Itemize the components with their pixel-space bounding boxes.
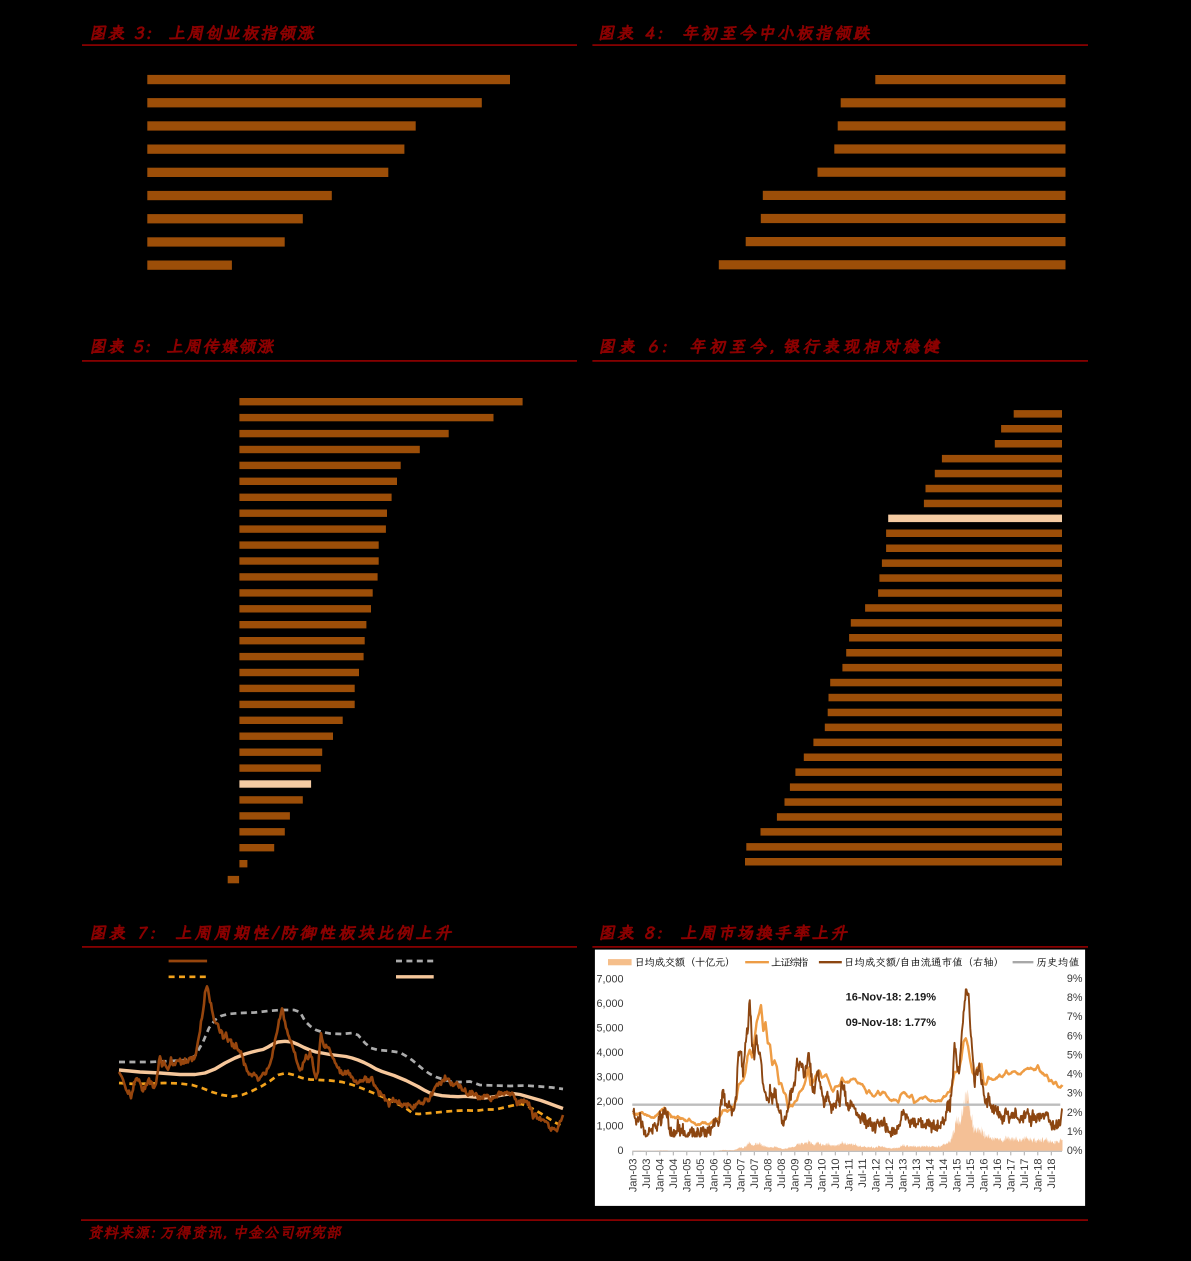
svg-text:Jan-04: Jan-04 bbox=[655, 1159, 667, 1193]
svg-text:3%: 3% bbox=[1067, 1088, 1083, 1100]
svg-text:Jul-12: Jul-12 bbox=[884, 1159, 896, 1189]
svg-text:Jul-08: Jul-08 bbox=[776, 1159, 788, 1189]
svg-text:Jan-09: Jan-09 bbox=[790, 1159, 802, 1193]
svg-text:7%: 7% bbox=[1067, 1011, 1083, 1023]
svg-text:Jan-08: Jan-08 bbox=[763, 1159, 775, 1193]
svg-text:Jul-05: Jul-05 bbox=[695, 1159, 707, 1189]
svg-text:09-Nov-18: 1.77%: 09-Nov-18: 1.77% bbox=[846, 1017, 937, 1029]
svg-text:Jul-13: Jul-13 bbox=[911, 1159, 923, 1189]
svg-text:4%: 4% bbox=[1067, 1069, 1083, 1081]
svg-text:Jan-15: Jan-15 bbox=[952, 1159, 964, 1193]
svg-text:Jul-04: Jul-04 bbox=[668, 1159, 680, 1189]
svg-text:Jan-05: Jan-05 bbox=[682, 1159, 694, 1193]
svg-text:Jan-06: Jan-06 bbox=[709, 1159, 721, 1193]
svg-text:8%: 8% bbox=[1067, 992, 1083, 1004]
svg-text:Jan-18: Jan-18 bbox=[1033, 1159, 1045, 1193]
svg-text:2,000: 2,000 bbox=[596, 1096, 623, 1108]
svg-text:Jan-14: Jan-14 bbox=[925, 1159, 937, 1193]
svg-text:Jul-14: Jul-14 bbox=[938, 1159, 950, 1189]
svg-text:Jul-09: Jul-09 bbox=[803, 1159, 815, 1189]
svg-text:5%: 5% bbox=[1067, 1049, 1083, 1061]
svg-text:Jan-13: Jan-13 bbox=[898, 1159, 910, 1193]
svg-text:Jul-11: Jul-11 bbox=[857, 1159, 869, 1188]
svg-text:Jul-06: Jul-06 bbox=[722, 1159, 734, 1189]
svg-text:Jan-12: Jan-12 bbox=[871, 1159, 883, 1193]
svg-text:1,000: 1,000 bbox=[596, 1121, 623, 1133]
svg-text:Jul-03: Jul-03 bbox=[641, 1159, 653, 1189]
svg-text:Jan-07: Jan-07 bbox=[736, 1159, 748, 1193]
svg-text:7,000: 7,000 bbox=[596, 973, 623, 985]
svg-text:Jul-07: Jul-07 bbox=[749, 1159, 761, 1189]
svg-text:16-Nov-18: 2.19%: 16-Nov-18: 2.19% bbox=[846, 991, 937, 1003]
svg-text:6%: 6% bbox=[1067, 1030, 1083, 1042]
svg-text:Jan-11: Jan-11 bbox=[844, 1159, 856, 1192]
svg-text:Jul-10: Jul-10 bbox=[830, 1159, 842, 1189]
svg-text:Jan-17: Jan-17 bbox=[1006, 1159, 1018, 1193]
svg-text:6,000: 6,000 bbox=[596, 998, 623, 1010]
svg-text:0: 0 bbox=[617, 1145, 623, 1157]
svg-text:Jul-16: Jul-16 bbox=[992, 1159, 1004, 1189]
svg-text:2%: 2% bbox=[1067, 1107, 1083, 1119]
svg-text:3,000: 3,000 bbox=[596, 1072, 623, 1084]
svg-text:Jul-18: Jul-18 bbox=[1046, 1159, 1058, 1189]
svg-text:1%: 1% bbox=[1067, 1126, 1083, 1138]
svg-text:Jul-15: Jul-15 bbox=[965, 1159, 977, 1189]
svg-text:Jan-10: Jan-10 bbox=[817, 1159, 829, 1193]
svg-text:0%: 0% bbox=[1067, 1145, 1083, 1157]
svg-text:5,000: 5,000 bbox=[596, 1022, 623, 1034]
svg-text:4,000: 4,000 bbox=[596, 1047, 623, 1059]
svg-text:9%: 9% bbox=[1067, 973, 1083, 985]
svg-text:Jan-16: Jan-16 bbox=[979, 1159, 991, 1193]
svg-text:Jul-17: Jul-17 bbox=[1019, 1159, 1031, 1189]
svg-text:Jan-03: Jan-03 bbox=[628, 1159, 640, 1193]
